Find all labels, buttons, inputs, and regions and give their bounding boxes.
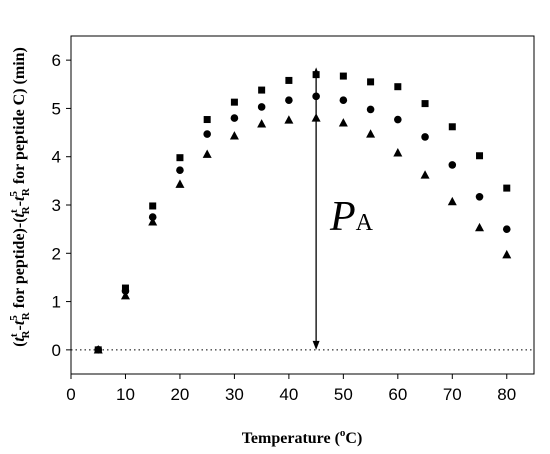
y-title-part: - (11, 201, 28, 206)
plot-frame (70, 35, 535, 375)
x-tick-label: 50 (334, 385, 353, 404)
x-tick-label: 20 (170, 385, 189, 404)
square-point (448, 123, 456, 131)
y-title-part: R (20, 329, 32, 338)
x-axis-title-text: Temperature ( (242, 430, 340, 447)
pa-arrow-head-bottom (312, 340, 320, 350)
y-title-part: 5 (8, 315, 20, 321)
square-point (339, 72, 347, 80)
triangle-point (93, 345, 103, 354)
circle-point (339, 96, 348, 105)
y-tick-label: 1 (52, 293, 61, 312)
square-point (176, 154, 184, 162)
y-title-part: R (20, 187, 32, 196)
y-title-part: ( (11, 342, 28, 347)
circle-point (366, 105, 375, 114)
circle-point (502, 225, 511, 233)
y-tick-label: 0 (52, 341, 61, 360)
square-point (285, 76, 293, 84)
y-title-part: t (8, 209, 20, 213)
pa-label-main: P (329, 194, 356, 240)
triangle-point (120, 290, 130, 300)
square-point (367, 78, 375, 86)
y-title-part: t (11, 196, 28, 201)
square-point (258, 86, 266, 94)
square-point (503, 184, 511, 192)
square-point (230, 98, 238, 106)
y-title-part: t (11, 320, 28, 325)
circle-point (257, 103, 266, 111)
y-tick-label: 4 (52, 148, 61, 167)
y-tick-label: 3 (52, 196, 61, 215)
x-tick-label: 10 (116, 385, 135, 404)
square-point (203, 116, 211, 124)
y-title-part: for peptide)-( (11, 217, 28, 312)
square-point (421, 100, 429, 108)
triangle-point (447, 196, 457, 206)
circle-point (121, 287, 130, 295)
pa-arrow-head-top (312, 67, 320, 77)
y-tick-label: 5 (52, 99, 61, 118)
triangle-point (475, 222, 485, 232)
x-axis-title-unit: C) (345, 430, 362, 447)
triangle-point (257, 119, 267, 128)
circle-point (448, 161, 457, 169)
triangle-point (229, 131, 239, 140)
triangle-point (338, 118, 348, 127)
triangle-point (366, 129, 376, 138)
data-points (93, 71, 512, 354)
y-title-part: t (11, 212, 28, 217)
square-point (394, 83, 402, 91)
triangle-point (148, 217, 158, 226)
pa-label-sub: A (356, 210, 374, 236)
y-tick-label: 2 (52, 244, 61, 263)
y-axis-title: (ttR-t5R for peptide)-(ttR-t5R for pepti… (8, 47, 32, 347)
square-point (149, 202, 157, 210)
triangle-point (420, 170, 430, 179)
y-title-part: R (20, 205, 32, 214)
y-axis-ticks: 0 1 2 3 4 5 6 (52, 51, 71, 360)
triangle-point (502, 249, 512, 259)
y-title-part: - (11, 325, 28, 330)
pa-annotation: PA (312, 67, 374, 350)
x-tick-label: 40 (279, 385, 298, 404)
circle-point (203, 130, 211, 138)
y-tick-label: 6 (52, 51, 61, 70)
square-point (476, 152, 484, 160)
y-title-part: 5 (8, 191, 20, 197)
y-title-part: t (11, 337, 28, 342)
y-title-part: t (8, 333, 20, 337)
circle-point (148, 213, 157, 221)
triangle-point (175, 179, 185, 188)
y-title-part: R (20, 311, 32, 320)
triangle-point (284, 115, 294, 124)
pa-label: PA (329, 194, 374, 240)
x-axis-title: Temperature (oC) (242, 427, 363, 447)
x-tick-label: 70 (443, 385, 462, 404)
circle-point (394, 115, 402, 124)
x-tick-label: 0 (66, 385, 75, 404)
triangle-point (202, 149, 212, 158)
triangle-point (393, 148, 403, 157)
x-tick-label: 60 (388, 385, 407, 404)
circle-point (421, 133, 429, 141)
circle-point (230, 114, 239, 122)
x-tick-label: 30 (225, 385, 244, 404)
circle-point (475, 192, 484, 201)
x-axis-title-degree: o (340, 427, 346, 439)
x-axis-ticks: 0 10 20 30 40 50 60 70 80 (66, 374, 516, 404)
circle-point (285, 96, 293, 105)
circle-point (176, 166, 184, 175)
x-tick-label: 80 (497, 385, 516, 404)
y-title-part: for peptide C) (min) (11, 47, 28, 188)
